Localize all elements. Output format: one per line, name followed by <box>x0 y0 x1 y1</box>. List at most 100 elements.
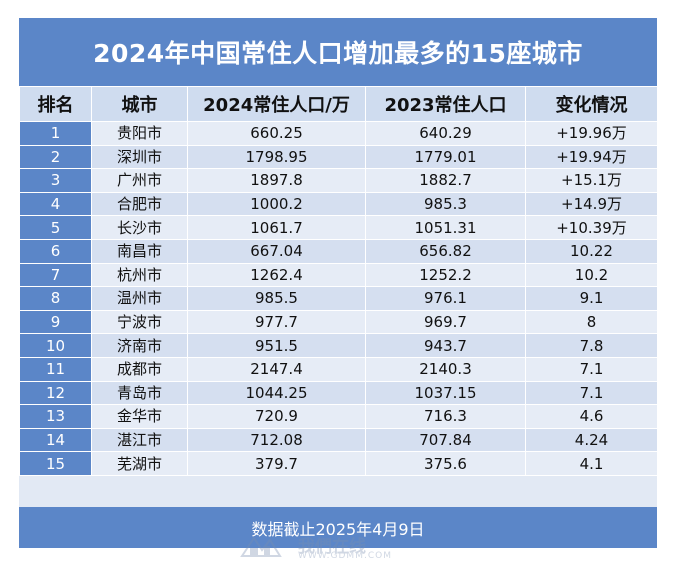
cell-population-2024: 712.08 <box>187 427 366 453</box>
watermark-name: 我們在线 <box>298 537 366 557</box>
cell-population-2023: 943.7 <box>365 333 526 358</box>
cell-rank: 5 <box>19 215 92 240</box>
column-header-change: 变化情况 <box>525 86 658 122</box>
cell-population-2023: 976.1 <box>365 286 526 311</box>
cell-population-2023: 707.84 <box>365 427 526 453</box>
cell-population-2024: 1262.4 <box>187 262 366 288</box>
page-title: 2024年中国常住人口增加最多的15座城市 <box>19 18 657 86</box>
cell-population-2024: 1798.95 <box>187 144 366 170</box>
cell-population-2023: 1252.2 <box>365 262 526 288</box>
cell-city: 成都市 <box>91 356 188 382</box>
watermark-logo-icon <box>240 536 282 557</box>
cell-population-2023: 1882.7 <box>365 168 526 193</box>
table-row: 15 芜湖市 379.7 375.6 4.1 <box>19 451 658 476</box>
cell-population-2023: 1037.15 <box>365 380 526 406</box>
cell-population-2024: 720.9 <box>187 404 366 429</box>
cell-population-2024: 660.25 <box>187 121 366 146</box>
cell-rank: 2 <box>19 144 92 170</box>
population-table: 排名 城市 2024常住人口/万 2023常住人口 变化情况 1 贵阳市 660.2… <box>19 86 658 476</box>
cell-change: 10.2 <box>525 262 658 288</box>
cell-rank: 6 <box>19 238 92 264</box>
cell-population-2023: 640.29 <box>365 121 526 146</box>
cell-rank: 3 <box>19 168 92 193</box>
cell-city: 广州市 <box>91 168 188 193</box>
table-row: 2 深圳市 1798.95 1779.01 +19.94万 <box>19 144 658 170</box>
cell-population-2023: 1779.01 <box>365 144 526 170</box>
table-row: 8 温州市 985.5 976.1 9.1 <box>19 286 658 311</box>
cell-change: +15.1万 <box>525 168 658 193</box>
cell-population-2024: 1897.8 <box>187 168 366 193</box>
cell-population-2024: 1000.2 <box>187 191 366 217</box>
cell-city: 济南市 <box>91 333 188 358</box>
cell-change: +14.9万 <box>525 191 658 217</box>
table-row: 14 湛江市 712.08 707.84 4.24 <box>19 427 658 453</box>
table-row: 6 南昌市 667.04 656.82 10.22 <box>19 238 658 264</box>
cell-population-2024: 951.5 <box>187 333 366 358</box>
cell-population-2024: 1061.7 <box>187 215 366 240</box>
data-cutoff-note: 数据截止2025年4月9日 <box>19 507 657 548</box>
cell-rank: 9 <box>19 309 92 335</box>
cell-change: +19.96万 <box>525 121 658 146</box>
cell-change: 7.1 <box>525 380 658 406</box>
cell-rank: 10 <box>19 333 92 358</box>
cell-population-2023: 985.3 <box>365 191 526 217</box>
cell-rank: 11 <box>19 356 92 382</box>
cell-population-2024: 379.7 <box>187 451 366 476</box>
cell-city: 杭州市 <box>91 262 188 288</box>
cell-rank: 7 <box>19 262 92 288</box>
cell-city: 金华市 <box>91 404 188 429</box>
cell-city: 湛江市 <box>91 427 188 453</box>
cell-change: 7.1 <box>525 356 658 382</box>
cell-population-2024: 985.5 <box>187 286 366 311</box>
cell-city: 南昌市 <box>91 238 188 264</box>
cell-rank: 14 <box>19 427 92 453</box>
column-header-rank: 排名 <box>19 86 92 122</box>
table-row: 9 宁波市 977.7 969.7 8 <box>19 309 658 335</box>
table-header-row: 排名 城市 2024常住人口/万 2023常住人口 变化情况 <box>19 86 658 122</box>
cell-city: 深圳市 <box>91 144 188 170</box>
cell-rank: 12 <box>19 380 92 406</box>
table-card: 2024年中国常住人口增加最多的15座城市 排名 城市 2024常住人口/万 2… <box>19 18 658 548</box>
cell-population-2023: 2140.3 <box>365 356 526 382</box>
cell-population-2023: 1051.31 <box>365 215 526 240</box>
table-row: 1 贵阳市 660.25 640.29 +19.96万 <box>19 121 658 146</box>
table-row: 3 广州市 1897.8 1882.7 +15.1万 <box>19 168 658 193</box>
cell-rank: 15 <box>19 451 92 476</box>
cell-change: 4.24 <box>525 427 658 453</box>
cell-rank: 4 <box>19 191 92 217</box>
table-row: 10 济南市 951.5 943.7 7.8 <box>19 333 658 358</box>
cell-change: +10.39万 <box>525 215 658 240</box>
cell-city: 合肥市 <box>91 191 188 217</box>
cell-population-2023: 716.3 <box>365 404 526 429</box>
table-body: 1 贵阳市 660.25 640.29 +19.96万 2 深圳市 1798.95 1779.0… <box>19 121 658 476</box>
watermark: 我們在线 WWW.GDMM.COM <box>240 532 450 562</box>
table-row: 4 合肥市 1000.2 985.3 +14.9万 <box>19 191 658 217</box>
cell-city: 宁波市 <box>91 309 188 335</box>
table-row: 12 青岛市 1044.25 1037.15 7.1 <box>19 380 658 406</box>
cell-city: 芜湖市 <box>91 451 188 476</box>
cell-city: 贵阳市 <box>91 121 188 146</box>
cell-change: 10.22 <box>525 238 658 264</box>
cell-population-2023: 969.7 <box>365 309 526 335</box>
table-row: 7 杭州市 1262.4 1252.2 10.2 <box>19 262 658 288</box>
watermark-url: WWW.GDMM.COM <box>298 551 392 561</box>
column-header-city: 城市 <box>91 86 188 122</box>
cell-population-2024: 2147.4 <box>187 356 366 382</box>
cell-city: 温州市 <box>91 286 188 311</box>
cell-change: 7.8 <box>525 333 658 358</box>
cell-population-2023: 656.82 <box>365 238 526 264</box>
cell-city: 青岛市 <box>91 380 188 406</box>
cell-rank: 1 <box>19 121 92 146</box>
column-header-2024-population: 2024常住人口/万 <box>187 86 366 122</box>
cell-population-2024: 977.7 <box>187 309 366 335</box>
cell-population-2024: 1044.25 <box>187 380 366 406</box>
cell-rank: 13 <box>19 404 92 429</box>
table-row: 11 成都市 2147.4 2140.3 7.1 <box>19 356 658 382</box>
table-row: 5 长沙市 1061.7 1051.31 +10.39万 <box>19 215 658 240</box>
cell-population-2024: 667.04 <box>187 238 366 264</box>
table-row: 13 金华市 720.9 716.3 4.6 <box>19 404 658 429</box>
cell-change: 9.1 <box>525 286 658 311</box>
cell-change: 8 <box>525 309 658 335</box>
cell-change: 4.6 <box>525 404 658 429</box>
cell-rank: 8 <box>19 286 92 311</box>
